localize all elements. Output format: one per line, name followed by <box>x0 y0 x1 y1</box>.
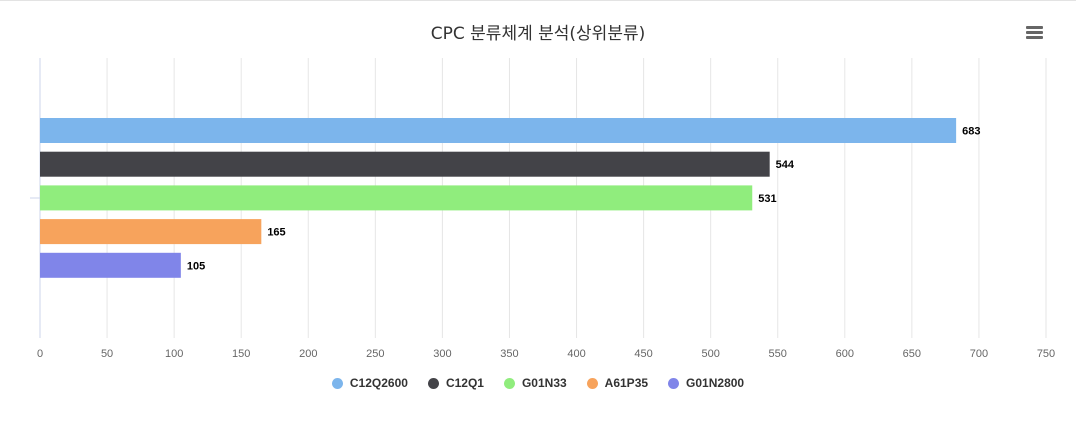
bars <box>40 118 957 278</box>
legend-label: C12Q1 <box>445 376 484 390</box>
x-tick-labels: 0 50 100 150 200 250 300 350 400 450 500 550 600 650 7… <box>37 348 1055 360</box>
bar-c12q2600[interactable] <box>40 118 957 143</box>
chart-title: CPC 분류체계 분석(상위분류) <box>430 24 646 44</box>
x-tick-label: 600 <box>836 348 854 360</box>
hamburger-menu-icon[interactable] <box>1024 24 1046 42</box>
x-tick-label: 150 <box>232 348 250 360</box>
x-tick-label: 550 <box>769 348 787 360</box>
x-tick-label: 300 <box>433 348 451 360</box>
legend-item-a61p35[interactable]: A61P35 <box>586 376 649 390</box>
x-tick-label: 750 <box>1037 348 1055 360</box>
x-tick-label: 350 <box>500 348 518 360</box>
x-tick-label: 250 <box>366 348 384 360</box>
legend-label: G01N33 <box>521 376 567 390</box>
x-tick-label: 700 <box>970 348 988 360</box>
x-tick-label: 400 <box>567 348 585 360</box>
legend-item-c12q2600[interactable]: C12Q2600 <box>331 376 408 390</box>
legend-item-c12q1[interactable]: C12Q1 <box>427 376 484 390</box>
x-tick-label: 200 <box>299 348 317 360</box>
x-tick-label: 100 <box>165 348 183 360</box>
x-tick-label: 650 <box>903 348 921 360</box>
data-label: 165 <box>267 227 285 239</box>
axes <box>30 58 41 338</box>
legend-swatch <box>427 377 439 389</box>
legend-label: G01N2800 <box>686 376 745 390</box>
legend-swatch <box>668 377 680 389</box>
top-divider <box>0 0 1076 1</box>
x-tick-label: 0 <box>37 348 43 360</box>
bar-g01n2800[interactable] <box>40 252 181 278</box>
legend-swatch <box>586 377 598 389</box>
legend-label: C12Q2600 <box>349 376 408 390</box>
x-tick-label: 450 <box>634 348 652 360</box>
x-tick-label: 50 <box>101 348 113 360</box>
data-label: 531 <box>758 193 776 205</box>
legend-swatch <box>503 377 515 389</box>
x-tick-label: 500 <box>701 348 719 360</box>
data-labels: 683 544 531 165 105 <box>187 126 981 273</box>
legend: C12Q2600 C12Q1 G01N33 A61P35 G01N2800 <box>0 376 1076 390</box>
legend-swatch <box>331 377 343 389</box>
legend-label: A61P35 <box>604 376 649 390</box>
data-label: 683 <box>962 126 980 138</box>
data-label: 105 <box>187 260 205 272</box>
legend-item-g01n33[interactable]: G01N33 <box>503 376 567 390</box>
legend-item-g01n2800[interactable]: G01N2800 <box>668 376 744 390</box>
bar-g01n33[interactable] <box>40 185 753 211</box>
data-label: 544 <box>776 159 795 171</box>
bar-c12q1[interactable] <box>40 151 770 177</box>
bar-a61p35[interactable] <box>40 219 262 245</box>
